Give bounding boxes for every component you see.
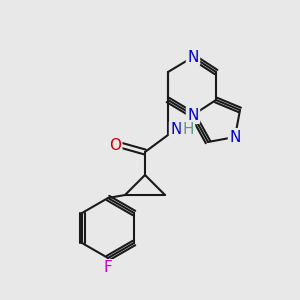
Text: N: N <box>170 122 182 137</box>
Text: F: F <box>103 260 112 275</box>
Text: O: O <box>109 137 121 152</box>
Text: N: N <box>187 50 199 64</box>
Text: N: N <box>229 130 241 145</box>
Text: H: H <box>182 122 194 137</box>
Text: N: N <box>187 107 199 122</box>
